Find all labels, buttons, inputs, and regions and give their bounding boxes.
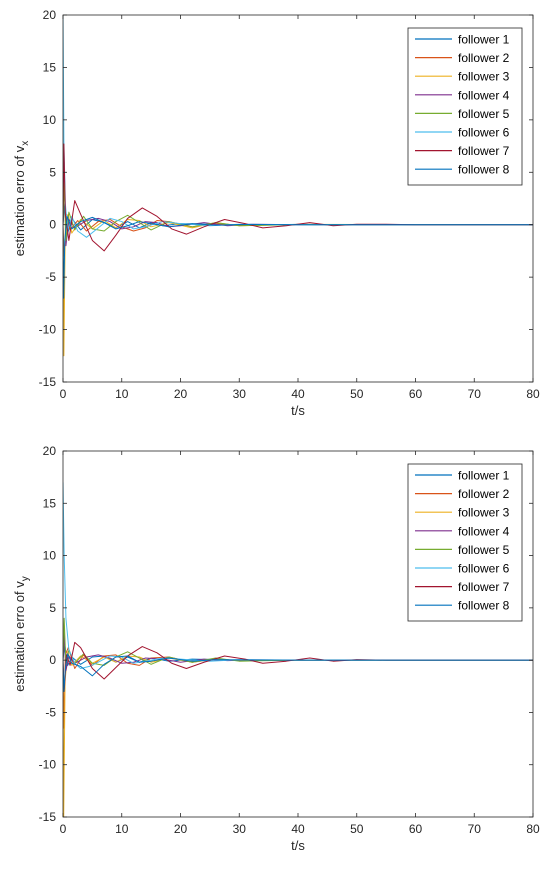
series-line-follower-4 bbox=[63, 161, 533, 247]
legend-label-follower-1: follower 1 bbox=[458, 469, 510, 483]
legend-label-follower-8: follower 8 bbox=[458, 163, 510, 177]
legend-label-follower-2: follower 2 bbox=[458, 51, 510, 65]
y-axis-label-main: estimation erro of v bbox=[12, 145, 27, 256]
legend-label-follower-3: follower 3 bbox=[458, 70, 510, 84]
chart-2: 0 10 20 30 40 50 60 70 80 -15 -10 -5 0 5 10 15 20 t/s esti… bbox=[12, 444, 540, 853]
legend-label-follower-1: follower 1 bbox=[458, 33, 510, 47]
x-tick-label: 80 bbox=[526, 822, 540, 836]
x-axis-label: t/s bbox=[291, 403, 305, 418]
y-axis-label: estimation erro of vy bbox=[12, 576, 31, 692]
legend: follower 1 follower 2 follower 3 follower 4… bbox=[407, 463, 523, 622]
y-tick-label: 0 bbox=[49, 653, 56, 667]
y-axis-label-subscript: x bbox=[20, 141, 31, 146]
x-tick-label: 60 bbox=[409, 387, 423, 401]
y-axis-label-main: estimation erro of v bbox=[12, 581, 27, 692]
legend-label-follower-4: follower 4 bbox=[458, 88, 510, 102]
x-tick-label: 30 bbox=[233, 387, 247, 401]
series-group bbox=[63, 15, 533, 357]
x-tick-label: 10 bbox=[115, 822, 129, 836]
chart-1: 0 10 20 30 40 50 60 70 80 -15 -10 -5 0 5 10 15 20 t/s esti… bbox=[12, 8, 540, 418]
series-line-follower-7 bbox=[63, 143, 533, 252]
legend-label-follower-3: follower 3 bbox=[458, 506, 510, 520]
x-tick-label: 0 bbox=[60, 387, 67, 401]
y-tick-label: -5 bbox=[45, 705, 56, 719]
y-tick-label: 5 bbox=[49, 165, 56, 179]
series-line-follower-6 bbox=[63, 482, 533, 670]
legend-box bbox=[407, 463, 523, 622]
legend-label-follower-8: follower 8 bbox=[458, 599, 510, 613]
series-line-follower-5 bbox=[63, 617, 533, 666]
y-axis-label: estimation erro of vx bbox=[12, 141, 31, 257]
y-tick-label: -5 bbox=[45, 270, 56, 284]
legend-label-follower-4: follower 4 bbox=[458, 524, 510, 538]
legend-label-follower-5: follower 5 bbox=[458, 543, 510, 557]
legend-label-follower-7: follower 7 bbox=[458, 580, 510, 594]
series-line-follower-8 bbox=[63, 653, 533, 693]
y-tick-label: 0 bbox=[49, 218, 56, 232]
y-tick-label: 20 bbox=[43, 8, 57, 22]
y-tick-label: -10 bbox=[39, 323, 57, 337]
x-tick-label: 80 bbox=[526, 387, 540, 401]
y-tick-label: 5 bbox=[49, 601, 56, 615]
x-tick-label: 20 bbox=[174, 387, 188, 401]
y-tick-label: 10 bbox=[43, 549, 57, 563]
legend-label-follower-6: follower 6 bbox=[458, 562, 510, 576]
x-tick-label: 30 bbox=[233, 822, 247, 836]
y-tick-label: -10 bbox=[39, 758, 57, 772]
x-tick-label: 50 bbox=[350, 387, 364, 401]
x-tick-label: 70 bbox=[468, 387, 482, 401]
x-tick-label: 40 bbox=[291, 387, 305, 401]
series-line-follower-7 bbox=[63, 641, 533, 693]
x-tick-label: 20 bbox=[174, 822, 188, 836]
series-group bbox=[63, 482, 533, 817]
x-tick-label: 10 bbox=[115, 387, 129, 401]
y-tick-label: 15 bbox=[43, 496, 57, 510]
x-tick-label: 60 bbox=[409, 822, 423, 836]
legend-box bbox=[407, 27, 523, 186]
y-tick-label: -15 bbox=[39, 375, 57, 389]
x-tick-label: 40 bbox=[291, 822, 305, 836]
series-line-follower-5 bbox=[63, 182, 533, 241]
legend-label-follower-2: follower 2 bbox=[458, 487, 510, 501]
x-tick-label: 50 bbox=[350, 822, 364, 836]
legend-label-follower-5: follower 5 bbox=[458, 107, 510, 121]
legend: follower 1 follower 2 follower 3 follower 4… bbox=[407, 27, 523, 186]
x-tick-label: 0 bbox=[60, 822, 67, 836]
y-tick-label: 10 bbox=[43, 113, 57, 127]
y-tick-label: 15 bbox=[43, 60, 57, 74]
series-line-follower-8 bbox=[63, 215, 533, 299]
y-tick-label: -15 bbox=[39, 810, 57, 824]
legend-label-follower-6: follower 6 bbox=[458, 126, 510, 140]
legend-label-follower-7: follower 7 bbox=[458, 144, 510, 158]
y-axis-label-subscript: y bbox=[20, 576, 31, 581]
x-axis-label: t/s bbox=[291, 838, 305, 853]
x-tick-label: 70 bbox=[468, 822, 482, 836]
y-tick-label: 20 bbox=[43, 444, 57, 458]
